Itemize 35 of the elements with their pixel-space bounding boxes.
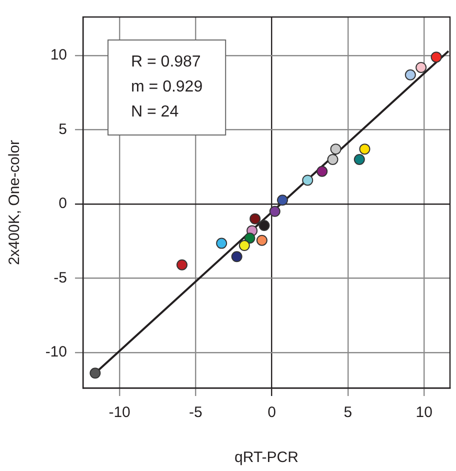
point (354, 154, 365, 165)
x-tick-label: 10 (416, 404, 432, 422)
x-tick-label: 5 (344, 404, 352, 422)
point (430, 52, 442, 63)
y-axis-title: 2x400K, One-color (6, 140, 24, 266)
x-tick-label: -10 (108, 404, 130, 422)
annotation: m = 0.929 (131, 78, 203, 96)
point (330, 144, 342, 155)
point (359, 144, 370, 155)
y-tick-label: 0 (58, 195, 67, 212)
point (258, 220, 270, 231)
y-tick-label: -5 (54, 269, 67, 286)
point (327, 154, 338, 165)
point (256, 234, 268, 246)
y-tick-label: 10 (50, 46, 67, 64)
point (416, 62, 427, 73)
x-tick-label: -5 (189, 404, 202, 422)
point (276, 194, 288, 206)
point (250, 213, 261, 224)
point (302, 174, 314, 186)
point (231, 251, 242, 262)
y-tick-label: -10 (45, 344, 67, 361)
point (269, 206, 280, 217)
point (244, 232, 256, 244)
y-tick-label: 5 (58, 120, 67, 138)
x-tick-label: 0 (268, 404, 276, 422)
point (316, 166, 328, 177)
point (404, 69, 416, 80)
point (238, 240, 250, 252)
point (176, 259, 188, 270)
point (90, 368, 101, 379)
annotation: R = 0.987 (131, 53, 201, 70)
x-axis-title: qRT-PCR (234, 449, 299, 466)
point (216, 238, 228, 249)
annotation: N = 24 (131, 103, 179, 120)
